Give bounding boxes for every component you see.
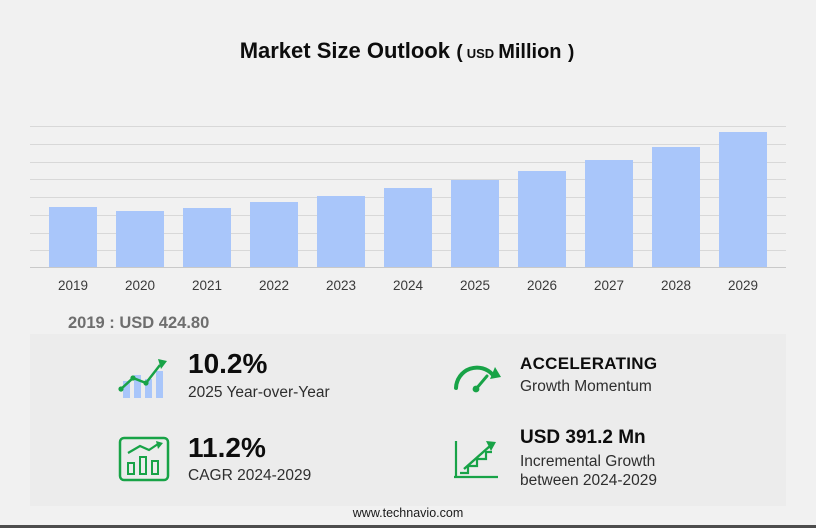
stat-incremental-growth: USD 391.2 Mn Incremental Growth between … — [408, 428, 786, 491]
chart-x-axis-labels: 2019 2020 2021 2022 2023 2024 2025 2026 2027 2028… — [30, 278, 786, 293]
title-paren-open: ( — [456, 42, 463, 63]
title-text: Market Size Outlook — [239, 38, 450, 63]
x-tick-label: 2022 — [258, 278, 290, 293]
x-tick-label: 2027 — [593, 278, 625, 293]
stat-cagr: 11.2% CAGR 2024-2029 — [30, 428, 408, 491]
gridline — [30, 143, 786, 145]
incremental-growth-value: USD 391.2 Mn — [520, 427, 646, 449]
bar-2027 — [585, 160, 633, 267]
cagr-label: CAGR 2024-2029 — [188, 467, 312, 485]
cagr-value: 11.2% — [188, 431, 266, 463]
base-year-value: 2019 : USD 424.80 — [68, 314, 210, 332]
stat-text: 10.2% 2025 Year-over-Year — [188, 349, 330, 402]
incremental-growth-icon — [448, 433, 504, 485]
x-tick-label: 2028 — [660, 278, 692, 293]
x-tick-label: 2024 — [392, 278, 424, 293]
x-tick-label: 2021 — [191, 278, 223, 293]
cagr-chart-icon — [116, 433, 172, 485]
bottom-bar — [0, 525, 816, 528]
stat-yoy-growth: 10.2% 2025 Year-over-Year — [30, 349, 408, 402]
technavio-link[interactable]: www.technavio.com — [352, 506, 464, 520]
stat-text: 11.2% CAGR 2024-2029 — [188, 433, 311, 486]
x-tick-label: 2019 — [57, 278, 89, 293]
bar-2024 — [384, 188, 432, 267]
chart-bars — [30, 125, 786, 267]
title-paren-close: ) — [567, 42, 575, 63]
stat-growth-momentum: ACCELERATING Growth Momentum — [408, 349, 786, 402]
bar-2025 — [451, 180, 499, 267]
gridline — [30, 126, 786, 127]
x-tick-label: 2029 — [727, 278, 759, 293]
gridline — [30, 179, 786, 181]
x-tick-label: 2023 — [325, 278, 357, 293]
title-unit: Million — [498, 41, 562, 63]
stats-panel: 10.2% 2025 Year-over-Year ACCELERATING G… — [30, 334, 786, 506]
bar-2022 — [250, 202, 298, 267]
bar-2026 — [518, 171, 566, 267]
bar-2029 — [719, 132, 767, 267]
growth-momentum-value: ACCELERATING — [520, 354, 658, 374]
yoy-growth-label: 2025 Year-over-Year — [188, 383, 330, 401]
stat-text: USD 391.2 Mn Incremental Growth between … — [520, 428, 705, 491]
chart-plot-area — [30, 126, 786, 268]
yoy-growth-value: 10.2% — [188, 348, 268, 380]
bar-2028 — [652, 147, 700, 267]
x-tick-label: 2025 — [459, 278, 491, 293]
gauge-icon — [448, 350, 504, 402]
stat-text: ACCELERATING Growth Momentum — [520, 355, 657, 396]
market-size-bar-chart: 2019 2020 2021 2022 2023 2024 2025 2026 2027 2028… — [30, 126, 786, 293]
title-currency: USD — [466, 46, 495, 61]
yoy-bar-growth-icon — [116, 350, 172, 402]
x-tick-label: 2026 — [526, 278, 558, 293]
gridline — [30, 161, 786, 163]
bar-2021 — [183, 208, 231, 267]
page-title: Market Size Outlook (USD Million ) — [0, 38, 816, 64]
bar-2019 — [49, 207, 97, 267]
bar-2023 — [317, 196, 365, 267]
bar-2020 — [116, 211, 164, 267]
incremental-growth-label: Incremental Growth between 2024-2029 — [520, 452, 658, 490]
growth-momentum-label: Growth Momentum — [520, 377, 652, 395]
x-tick-label: 2020 — [124, 278, 156, 293]
